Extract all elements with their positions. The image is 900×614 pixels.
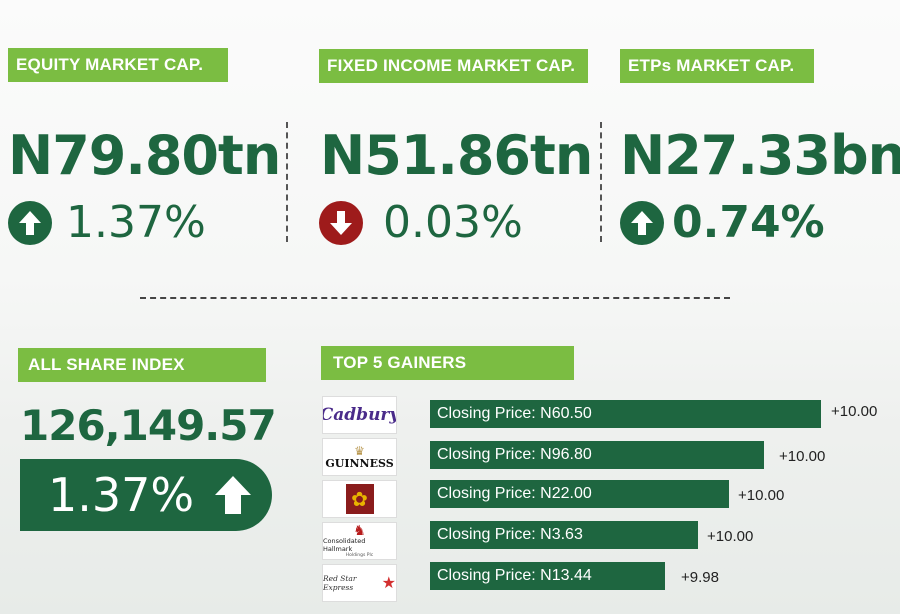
gainer-bar: Closing Price: N13.44 [430,562,665,590]
hallmark-logo-subtext: Holdings Plc [345,553,374,558]
fixed-income-market-cap-value: N51.86tn [320,124,593,187]
gainer-change: +10.00 [779,448,826,465]
cadbury-logo-text: Cadbury [322,405,397,425]
hallmark-logo-text: Consolidated Hallmark [323,537,366,553]
etps-market-cap-value: N27.33bn [620,124,900,187]
red-star-icon: ★ [381,575,396,592]
hallmark-emblem-icon: ♞ [353,522,366,538]
equity-change: 1.37% [66,197,206,248]
arrow-up-icon [620,201,664,245]
consolidated-hallmark-logo: ♞ Consolidated Hallmark Holdings Plc [322,522,397,560]
gainer-change: +10.00 [738,487,785,504]
gainer-bar: Closing Price: N22.00 [430,480,729,508]
etps-market-cap-label: ETPs MARKET CAP. [620,49,814,83]
fixed-income-market-cap-label: FIXED INCOME MARKET CAP. [319,49,588,83]
cadbury-logo: Cadbury [322,396,397,434]
red-star-logo-text: Red Star Express [323,574,357,592]
etps-change: 0.74% [672,197,825,248]
asi-change-pill: 1.37% [20,459,272,531]
guinness-logo-text: GUINNESS [325,456,394,470]
arrow-up-icon [8,201,52,245]
column-divider [600,122,602,242]
gainer-bar: Closing Price: N60.50 [430,400,821,428]
gainer-change: +9.98 [681,569,719,586]
red-star-express-logo: Red Star Express ★ [322,564,397,602]
gainer-bar: Closing Price: N3.63 [430,521,698,549]
nahco-logo: ✿ [322,480,397,518]
fixed-income-change: 0.03% [383,197,523,248]
column-divider [286,122,288,242]
guinness-logo: ♛ GUINNESS [322,438,397,476]
gainer-change: +10.00 [831,403,878,420]
equity-market-cap-label: EQUITY MARKET CAP. [8,48,228,82]
arrow-down-icon [319,201,363,245]
all-share-index-label: ALL SHARE INDEX [18,348,266,382]
asi-change: 1.37% [48,468,195,522]
gainer-change: +10.00 [707,528,754,545]
all-share-index-value: 126,149.57 [20,401,277,450]
top-5-gainers-label: TOP 5 GAINERS [321,346,574,380]
guinness-harp-icon: ♛ [354,443,365,458]
arrow-up-icon [206,468,260,522]
gainer-bar: Closing Price: N96.80 [430,441,764,469]
section-divider [140,297,730,299]
equity-market-cap-value: N79.80tn [8,124,281,187]
nahco-flower-icon: ✿ [345,484,374,514]
